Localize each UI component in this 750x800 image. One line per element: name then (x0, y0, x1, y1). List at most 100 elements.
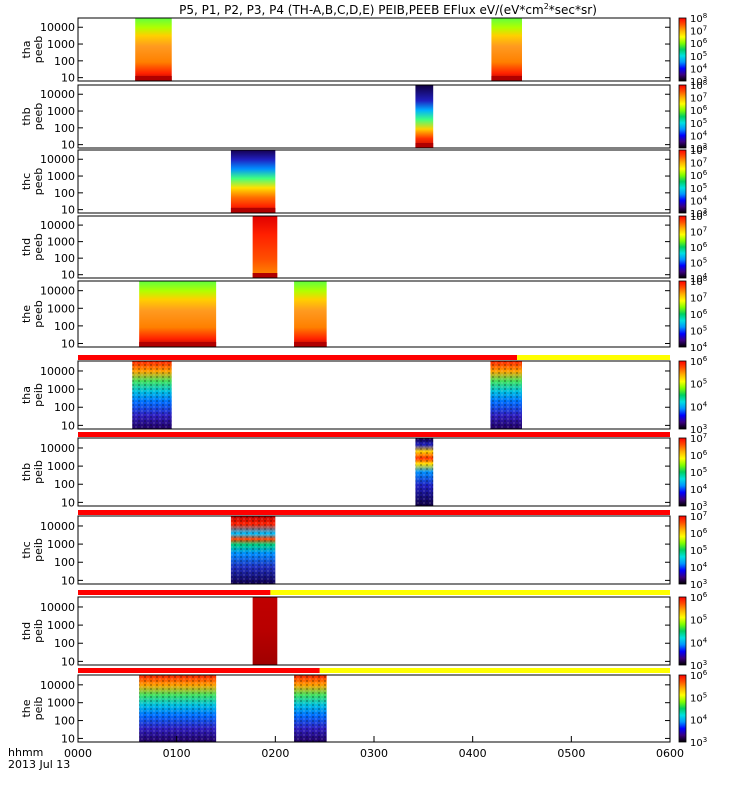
spectrogram-texture (132, 361, 172, 429)
colorbar-tick-label: 104 (690, 62, 708, 75)
colorbar (678, 280, 687, 348)
y-label-probe: the (20, 305, 33, 323)
y-tick-label: 10000 (40, 442, 75, 455)
colorbar-tick-label: 106 (690, 104, 708, 117)
y-tick-label: 1000 (47, 460, 75, 473)
colorbar-tick-label: 106 (690, 527, 708, 540)
region-bar-red (78, 432, 670, 437)
y-tick-label: 10 (61, 337, 75, 350)
y-tick-label: 1000 (47, 302, 75, 315)
colorbar-tick-label: 104 (690, 400, 708, 413)
colorbar-tick-label: 107 (690, 92, 707, 105)
y-tick-label: 10000 (40, 679, 75, 692)
colorbar-tick-label: 105 (690, 117, 707, 130)
y-tick-label: 100 (54, 637, 75, 650)
colorbar-tick-label: 108 (690, 144, 707, 157)
colorbar-tick-label: 106 (690, 449, 708, 462)
colorbar-tick-label: 106 (690, 308, 708, 321)
panel-frame (77, 215, 671, 279)
colorbar (678, 84, 687, 149)
y-tick-label: 1000 (47, 170, 75, 183)
title-sup: 2 (544, 2, 549, 11)
colorbar (678, 360, 687, 430)
region-bar-red (78, 590, 271, 595)
x-tick-label: 0200 (261, 747, 289, 760)
colorbar-tick-label: 103 (690, 500, 707, 513)
y-tick-label: 10000 (40, 219, 75, 232)
colorbar-tick-label: 108 (690, 210, 707, 223)
colorbar-tick-label: 105 (690, 378, 707, 391)
colorbar-tick-label: 108 (690, 275, 707, 288)
y-tick-label: 100 (54, 556, 75, 569)
panel-frame (77, 84, 671, 149)
panel-frame (77, 17, 671, 82)
y-tick-label: 10000 (40, 21, 75, 34)
x-tick-label: 0300 (360, 747, 388, 760)
colorbar-tick-label: 104 (690, 272, 708, 285)
y-tick-label: 1000 (47, 697, 75, 710)
x-tick-label: 0000 (64, 747, 92, 760)
y-label-product: peeb (32, 168, 45, 196)
y-tick-label: 10 (61, 139, 75, 152)
y-tick-label: 1000 (47, 538, 75, 551)
region-bar-yellow (270, 590, 670, 595)
panel-thc-peib: 10 100 1000 10000 thc peib 103 104 105 106 107 (20, 510, 708, 591)
colorbar-tick-label: 103 (690, 75, 707, 88)
y-label-product: peib (32, 697, 45, 721)
colorbar-tick-label: 105 (690, 691, 707, 704)
colorbar-tick-label: 103 (690, 659, 707, 672)
y-label-probe: the (20, 699, 33, 717)
spectrogram-texture (230, 516, 276, 584)
colorbar (678, 674, 687, 743)
y-label-probe: thb (20, 107, 33, 125)
y-label-product: peib (32, 460, 45, 484)
colorbar-tick-label: 105 (690, 544, 707, 557)
colorbar-tick-label: 107 (690, 432, 707, 445)
spectrogram-floor (135, 76, 172, 81)
y-tick-label: 10 (61, 732, 75, 745)
region-bar-yellow (517, 355, 670, 360)
title-prefix: P5, P1, P2, P3, P4 (TH-A,B,C,D,E) PEIB,P… (179, 3, 544, 17)
x-tick-label: 0600 (656, 747, 684, 760)
y-label-probe: thc (20, 541, 33, 558)
y-label-probe: tha (20, 386, 33, 404)
time-axis: 0000 0100 0200 0300 0400 0500 0600 (64, 736, 684, 760)
y-tick-label: 100 (54, 715, 75, 728)
colorbar-tick-label: 108 (690, 12, 707, 25)
colorbar (678, 515, 687, 585)
figure-title: P5, P1, P2, P3, P4 (TH-A,B,C,D,E) PEIB,P… (179, 2, 597, 17)
y-tick-label: 1000 (47, 236, 75, 249)
spectrogram-block (139, 281, 217, 347)
colorbar (678, 596, 687, 666)
panel-the-peeb: 10 100 1000 10000 the peeb 104 105 106 107 108 (20, 275, 708, 354)
y-tick-label: 1000 (47, 105, 75, 118)
y-label-probe: thb (20, 463, 33, 481)
time-axis-label-date: 2013 Jul 13 (8, 758, 70, 771)
panel-frame (77, 360, 671, 430)
spectrogram-floor (415, 143, 434, 148)
y-tick-label: 1000 (47, 619, 75, 632)
y-tick-label: 10 (61, 496, 75, 509)
panel-the-peib: 10 100 1000 10000 the peib 103 104 105 106 (20, 669, 708, 749)
region-bar-red (78, 355, 518, 360)
spectrogram-block (252, 216, 278, 278)
y-tick-label: 100 (54, 401, 75, 414)
panel-tha-peib: 10 100 1000 10000 tha peib 103 104 105 106 (20, 355, 708, 436)
y-tick-label: 10000 (40, 285, 75, 298)
y-tick-label: 1000 (47, 38, 75, 51)
colorbar-tick-label: 105 (690, 325, 707, 338)
region-bar-yellow (319, 668, 670, 673)
colorbar-tick-label: 105 (690, 614, 707, 627)
colorbar-tick-label: 105 (690, 182, 707, 195)
colorbar (678, 215, 687, 279)
colorbar-tick-label: 105 (690, 257, 707, 270)
panel-thd-peib: 10 100 1000 10000 thd peib 103 104 105 106 (20, 591, 708, 672)
colorbar-tick-label: 103 (690, 207, 707, 220)
y-label-product: peeb (32, 36, 45, 64)
spectrogram-texture (490, 361, 522, 429)
region-bar-red (78, 668, 320, 673)
colorbar-tick-label: 103 (690, 736, 707, 749)
spectrogram-texture (294, 675, 327, 742)
